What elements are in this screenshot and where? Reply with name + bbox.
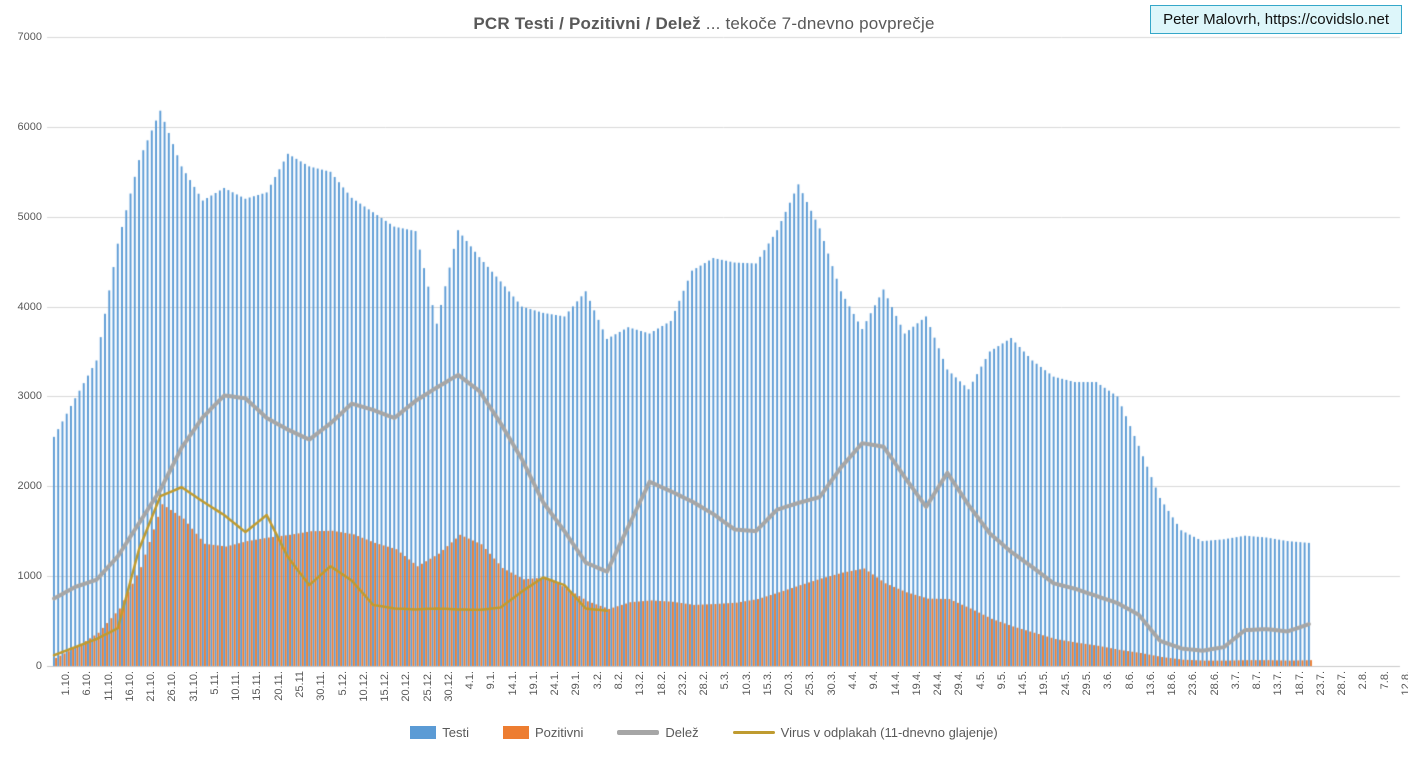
x-axis-label: 13.6. xyxy=(1144,671,1157,696)
x-axis-label: 29.4. xyxy=(953,671,966,696)
x-axis-label: 13.2. xyxy=(634,671,647,696)
x-axis-label: 4.4. xyxy=(846,671,859,690)
x-axis-label: 12.8. xyxy=(1400,671,1408,696)
legend-label: Virus v odplakah (11-dnevno glajenje) xyxy=(780,725,998,740)
x-axis-label: 4.5. xyxy=(974,671,987,690)
x-axis-label: 20.3. xyxy=(783,671,796,696)
x-axis-label: 1.10. xyxy=(60,671,72,696)
x-axis-label: 25.3. xyxy=(804,671,817,696)
x-axis-label: 3.2. xyxy=(591,671,604,690)
legend-item-delez: Delež xyxy=(617,725,699,740)
x-axis-label: 14.4. xyxy=(889,671,902,696)
x-axis-label: 14.1. xyxy=(506,671,519,696)
y-axis-label: 0 xyxy=(35,660,42,672)
legend-item-testi: Testi xyxy=(410,725,469,740)
delez-line-swatch xyxy=(617,730,660,735)
chart-title: PCR Testi / Pozitivni / Delež ... tekoče… xyxy=(0,14,1408,34)
x-axis-label: 14.5. xyxy=(1017,671,1030,696)
x-axis-label: 28.6. xyxy=(1208,671,1221,696)
x-axis-label: 7.8. xyxy=(1378,671,1391,690)
x-axis-label: 26.10. xyxy=(166,671,179,702)
x-axis-label: 10.3. xyxy=(740,671,753,696)
y-axis-label: 1000 xyxy=(17,570,42,583)
x-axis-label: 20.12. xyxy=(400,671,413,702)
x-axis-label: 16.10. xyxy=(123,671,136,702)
x-axis-label: 9.5. xyxy=(995,671,1008,690)
x-axis-label: 28.7. xyxy=(1336,671,1349,696)
x-axis-label: 19.4. xyxy=(910,671,923,696)
x-axis-label: 19.5. xyxy=(1038,671,1051,696)
x-axis-label: 28.2. xyxy=(698,671,711,696)
chart-title-rest: ... tekoče 7-dnevno povprečje xyxy=(700,14,935,33)
x-axis-label: 18.7. xyxy=(1293,671,1306,696)
x-axis-label: 15.3. xyxy=(761,671,774,696)
x-axis-label: 29.1. xyxy=(570,671,583,696)
legend-item-pozitivni: Pozitivni xyxy=(503,725,583,740)
x-axis-label: 9.1. xyxy=(485,671,498,690)
y-axis-label: 5000 xyxy=(17,210,42,223)
x-axis-label: 31.10. xyxy=(187,671,200,702)
chart-title-bold: PCR Testi / Pozitivni / Delež xyxy=(473,14,701,33)
legend-item-virus: Virus v odplakah (11-dnevno glajenje) xyxy=(732,725,998,740)
x-axis-label: 10.12. xyxy=(357,671,370,702)
x-axis-label: 21.10. xyxy=(145,671,158,702)
x-axis-label: 25.11 xyxy=(293,671,306,698)
y-axis-label: 4000 xyxy=(17,300,42,313)
x-axis-label: 15.11. xyxy=(251,671,264,701)
x-axis-label: 3.7. xyxy=(1229,671,1242,690)
x-axis-label: 8.2. xyxy=(613,671,626,690)
x-axis-label: 13.7. xyxy=(1272,671,1285,696)
y-axis-label: 3000 xyxy=(17,390,42,403)
x-axis-label: 23.6. xyxy=(1187,671,1200,696)
y-axis-label: 7000 xyxy=(17,31,42,43)
x-axis-label: 29.5. xyxy=(1080,671,1093,696)
attribution-box: Peter Malovrh, https://covidslo.net xyxy=(1150,5,1402,34)
x-axis-label: 5.3. xyxy=(719,671,732,690)
x-axis-label: 23.7. xyxy=(1314,671,1327,696)
x-axis-label: 24.1. xyxy=(549,671,562,696)
legend: Testi Pozitivni Delež Virus v odplakah (… xyxy=(0,725,1408,740)
x-axis-label: 23.2. xyxy=(676,671,689,696)
x-axis-label: 30.12. xyxy=(442,671,455,702)
x-axis-label: 30.3. xyxy=(825,671,838,696)
x-axis-label: 19.1. xyxy=(527,671,540,696)
legend-label: Pozitivni xyxy=(535,725,584,740)
x-axis-label: 15.12. xyxy=(379,671,392,702)
x-axis-label: 3.6. xyxy=(1102,671,1115,690)
x-axis-label: 20.11. xyxy=(272,671,285,701)
x-axis-label: 18.6. xyxy=(1166,671,1179,696)
legend-label: Delež xyxy=(665,725,699,740)
x-axis-label: 6.10. xyxy=(81,671,94,696)
y-axis-label: 6000 xyxy=(17,120,42,133)
testi-swatch xyxy=(410,726,437,739)
x-axis-label: 4.1. xyxy=(464,671,477,690)
x-axis-label: 8.7. xyxy=(1251,671,1264,690)
x-axis-label: 24.4. xyxy=(932,671,945,696)
x-axis-label: 18.2. xyxy=(655,671,668,696)
legend-label: Testi xyxy=(442,725,469,740)
x-axis-label: 10.11. xyxy=(230,671,243,701)
virus-line-swatch xyxy=(732,731,775,734)
pozitivni-swatch xyxy=(503,726,529,739)
x-axis-label: 25.12. xyxy=(421,671,434,702)
x-axis-label: 11.10. xyxy=(102,671,115,701)
x-axis-label: 5.11. xyxy=(208,671,221,695)
x-axis-label: 30.11. xyxy=(315,671,328,701)
x-axis-label: 24.5. xyxy=(1059,671,1072,696)
x-axis-label: 9.4. xyxy=(868,671,881,690)
x-axis-label: 2.8. xyxy=(1357,671,1370,690)
x-axis-label: 8.6. xyxy=(1123,671,1136,690)
x-axis-label: 5.12. xyxy=(336,671,349,696)
y-axis-label: 2000 xyxy=(17,480,42,493)
